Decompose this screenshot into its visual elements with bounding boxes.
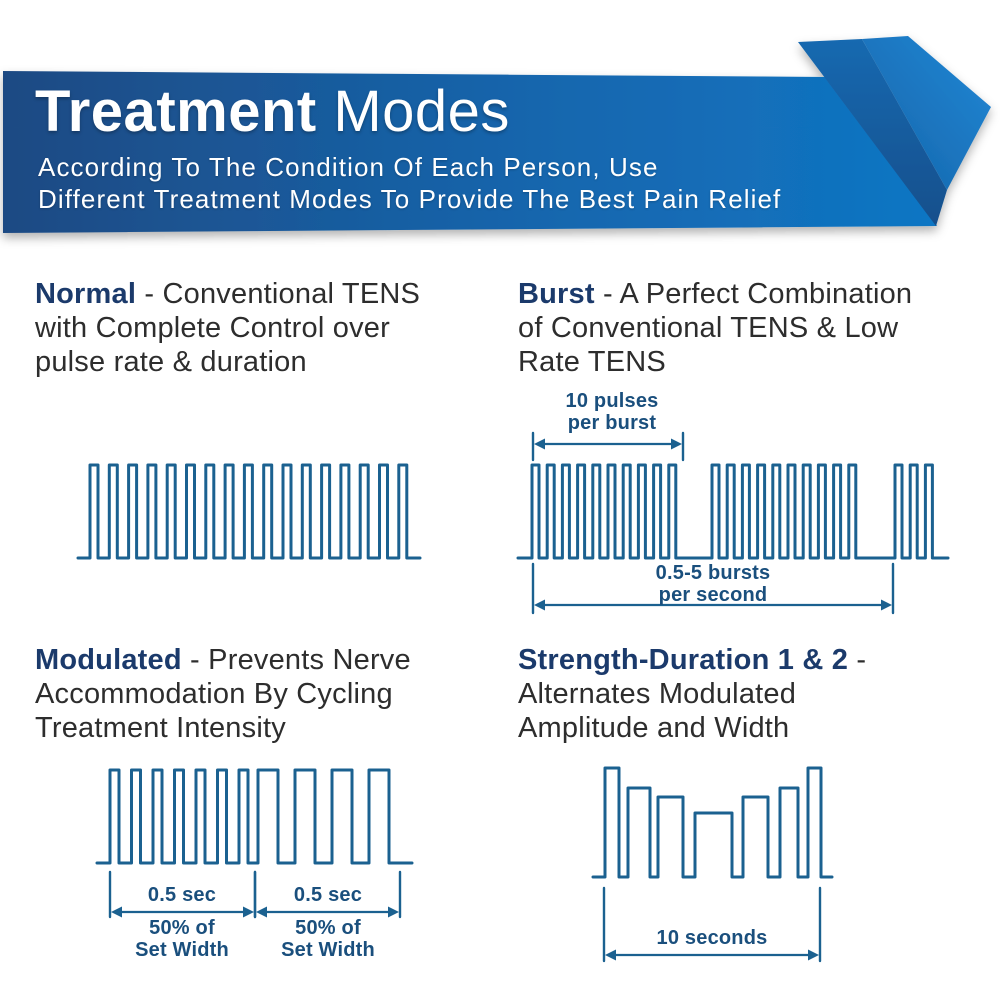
banner-subtitle-line1: According To The Condition Of Each Perso…	[38, 152, 659, 182]
dim-arrowhead-left-icon	[534, 438, 545, 450]
dim-arrowhead-right-icon	[243, 906, 254, 918]
modulated-line2: Accommodation By Cycling	[35, 678, 393, 710]
modulated-right-time-label: 0.5 sec	[293, 884, 363, 906]
strength-time-label: 10 seconds	[656, 927, 768, 949]
ribbon-arrow-fold	[798, 39, 947, 226]
strength-line2: Alternates Modulated	[518, 678, 797, 710]
dim-arrowhead-left-icon	[256, 906, 267, 918]
ribbon-banner	[3, 36, 991, 233]
burst-rate-label: 0.5-5 bursts per second	[655, 562, 771, 606]
ribbon-arrow-icon	[862, 36, 991, 190]
strength-duration-dim	[602, 886, 822, 963]
burst-rate-label-line2: per second	[658, 583, 768, 606]
modulated-left-width-label: 50% of Set Width	[135, 917, 229, 961]
term-normal: Normal	[35, 278, 137, 310]
burst-pulses-label-line2: per burst	[567, 411, 657, 434]
dim-arrowhead-right-icon	[808, 949, 819, 961]
section-heading-burst: Burst - A Perfect Combination of Convent…	[518, 277, 912, 379]
waveform-diagrams	[76, 431, 950, 963]
term-strength: Strength-Duration 1 & 2	[518, 644, 849, 676]
burst-pulses-label-line1: 10 pulses	[565, 390, 659, 412]
section-heading-normal: Normal - Conventional TENS with Complete…	[35, 277, 420, 379]
modulated-waveform	[95, 768, 414, 865]
modulated-line3: Treatment Intensity	[35, 712, 286, 744]
modulated-right-width-label: 50% of Set Width	[281, 917, 375, 961]
modulated-line1-rest: - Prevents Nerve	[181, 644, 411, 676]
burst-bursts-per-second-dim	[531, 562, 895, 615]
ribbon-banner-body	[3, 71, 937, 233]
burst-pulses-label: 10 pulses per burst	[565, 390, 659, 434]
burst-pulses-per-burst-dim	[531, 431, 685, 462]
dim-arrowhead-right-icon	[881, 599, 892, 611]
strength-waveform	[591, 766, 834, 879]
section-heading-modulated: Modulated - Prevents Nerve Accommodation…	[35, 643, 411, 745]
banner-title-bold: Treatment	[35, 79, 317, 144]
strength-line3: Amplitude and Width	[518, 712, 790, 744]
burst-line1-rest: - A Perfect Combination	[594, 278, 913, 310]
banner-subtitle: According To The Condition Of Each Perso…	[38, 152, 781, 215]
term-modulated: Modulated	[35, 644, 182, 676]
normal-line3: pulse rate & duration	[35, 346, 307, 378]
modulated-right-width-line2: Set Width	[281, 938, 375, 961]
modulated-left-width-line1: 50% of	[149, 917, 215, 939]
modulated-left-time-label: 0.5 sec	[147, 884, 217, 906]
term-burst: Burst	[518, 278, 595, 310]
modulated-right-width-line1: 50% of	[295, 917, 361, 939]
burst-rate-label-line1: 0.5-5 bursts	[655, 562, 771, 584]
normal-line1-rest: - Conventional TENS	[136, 278, 421, 310]
banner-title: Treatment Modes	[35, 83, 510, 141]
dim-arrowhead-right-icon	[388, 906, 399, 918]
dim-arrowhead-left-icon	[111, 906, 122, 918]
strength-line1-rest: -	[848, 644, 867, 676]
banner-title-light: Modes	[316, 79, 510, 144]
section-heading-strength: Strength-Duration 1 & 2 - Alternates Mod…	[518, 643, 866, 745]
dim-arrowhead-left-icon	[605, 949, 616, 961]
modulated-right-dim	[253, 870, 402, 919]
dim-arrowhead-right-icon	[671, 438, 682, 450]
dim-arrowhead-left-icon	[534, 599, 545, 611]
burst-waveform	[516, 463, 950, 560]
banner-subtitle-line2: Different Treatment Modes To Provide The…	[38, 183, 782, 214]
normal-line2: with Complete Control over	[35, 312, 390, 344]
burst-line3: Rate TENS	[518, 346, 666, 378]
burst-line2: of Conventional TENS & Low	[518, 312, 899, 344]
normal-waveform	[76, 463, 422, 560]
modulated-left-width-line2: Set Width	[135, 938, 229, 961]
